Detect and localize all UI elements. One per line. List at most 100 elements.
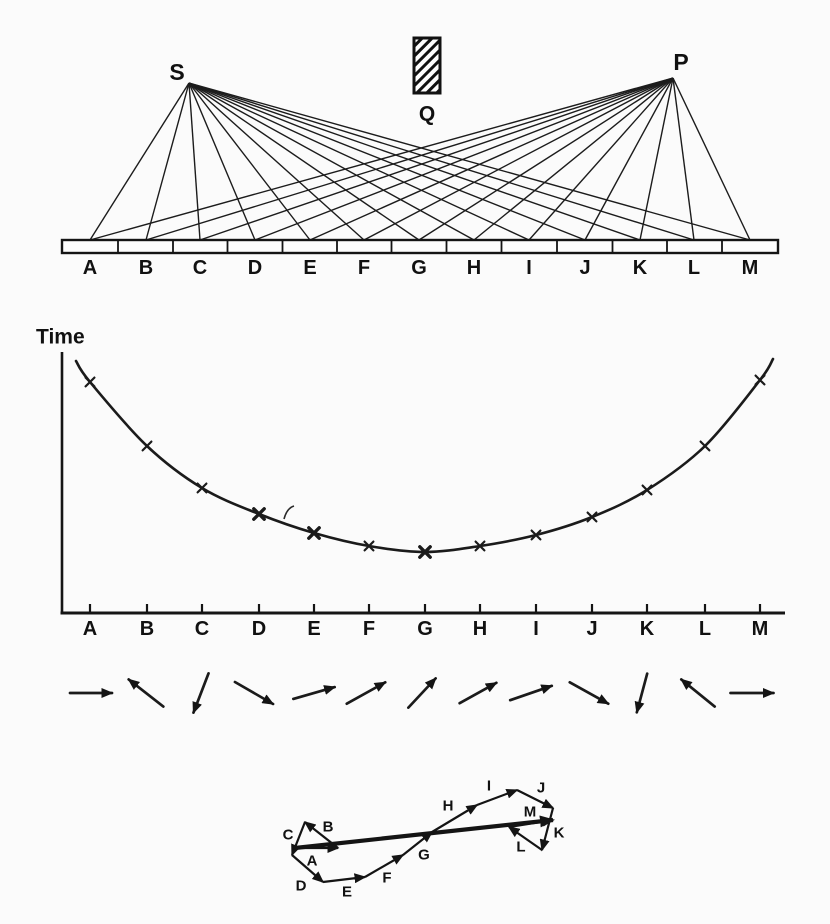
axis-letter-F: F	[363, 618, 375, 640]
ray-s-to-G	[188, 82, 420, 241]
mirror-letter-K: K	[633, 257, 648, 279]
time-marker-D	[252, 507, 266, 521]
phasor-arrow-I	[508, 684, 554, 702]
mirror-letter-L: L	[688, 257, 700, 279]
time-curve-x-markers	[84, 374, 766, 559]
ray-p-to-K	[639, 77, 674, 241]
mirror-letter-D: D	[248, 257, 262, 279]
mirror-letter-G: G	[411, 257, 427, 279]
ray-p-to-B	[145, 77, 674, 241]
opaque-block-q-hatching	[412, 36, 442, 95]
mirror-segment-dividers	[117, 240, 723, 253]
x-axis-ticks	[88, 604, 762, 615]
ray-p-to-F	[363, 77, 674, 241]
phasor-arrow-G	[407, 677, 437, 709]
phasor-segment-M	[508, 816, 555, 829]
time-marker-J	[586, 511, 598, 523]
label-source-s: S	[169, 59, 184, 85]
phasor-arrow-row	[68, 672, 775, 715]
ray-s-to-H	[188, 82, 475, 241]
sum-label-I: I	[487, 778, 491, 795]
sum-label-J: J	[537, 780, 545, 797]
time-marker-G	[418, 545, 432, 559]
phasor-segment-C	[290, 821, 307, 857]
mirror-bar: A B C D E F G H I J K L M	[60, 238, 780, 279]
ray-p-to-E	[309, 77, 674, 241]
ray-p-to-G	[418, 77, 674, 241]
sum-label-K: K	[554, 825, 565, 842]
sum-label-A: A	[307, 853, 318, 870]
ray-s-to-D	[188, 82, 256, 241]
sum-label-F: F	[382, 870, 391, 887]
phasor-arrow-B	[127, 678, 165, 708]
time-marker-I	[530, 529, 542, 541]
phasor-segment-L	[507, 826, 543, 851]
sum-label-M: M	[524, 804, 537, 821]
ray-s-to-A	[89, 82, 190, 241]
time-marker-L	[699, 440, 711, 452]
phasor-chain	[290, 788, 555, 884]
mirror-letter-F: F	[358, 257, 370, 279]
mirror-letter-C: C	[193, 257, 207, 279]
axis-letter-E: E	[307, 618, 320, 640]
ray-p-to-H	[473, 77, 674, 241]
ray-p-to-L	[672, 77, 695, 241]
phasor-segment-B	[303, 821, 339, 849]
ray-s-to-L	[188, 82, 695, 241]
phasor-segment-E	[322, 873, 367, 884]
phasor-segment-H	[431, 804, 479, 833]
phasor-segment-F	[364, 854, 405, 878]
ray-p-to-D	[254, 77, 674, 241]
time-curve	[74, 357, 775, 554]
time-marker-H	[474, 540, 486, 552]
axis-letter-M: M	[752, 618, 769, 640]
sum-label-C: C	[283, 827, 294, 844]
sum-label-E: E	[342, 884, 352, 901]
axis-letter-J: J	[586, 618, 597, 640]
label-block-q: Q	[419, 103, 435, 126]
time-marker-M	[754, 374, 766, 386]
ray-s-to-E	[188, 82, 311, 241]
mirror-segment-letters: A B C D E F G H I J K L M	[83, 257, 759, 279]
axis-letter-C: C	[195, 618, 209, 640]
phasor-arrow-J	[568, 680, 610, 706]
time-marker-A	[84, 376, 96, 388]
phasor-sum-diagram: AB C D E F G H I J K L M	[283, 778, 565, 901]
phasor-arrow-K	[634, 672, 649, 714]
ray-s-to-F	[188, 82, 365, 241]
ray-p-to-M	[672, 77, 751, 241]
mirror-bar-rect	[60, 238, 780, 255]
time-marker-F	[363, 540, 375, 552]
axis-letter-I: I	[533, 618, 539, 640]
mirror-letter-B: B	[139, 257, 153, 279]
sum-label-H: H	[443, 798, 454, 815]
ray-s-to-C	[188, 82, 201, 241]
sum-label-G: G	[418, 847, 430, 864]
phasor-arrow-H	[458, 681, 498, 705]
sum-label-D: D	[296, 878, 307, 895]
label-detector-p: P	[673, 49, 688, 75]
phasor-arrow-D	[233, 680, 275, 706]
mirror-letter-E: E	[303, 257, 316, 279]
x-axis-letters: A B C D E F G H I J K L M	[83, 618, 769, 640]
phasor-arrow-C	[192, 672, 210, 715]
time-graph: Time A B C D E F G H I J K L M	[36, 326, 785, 640]
ray-s-to-M	[188, 82, 751, 241]
ray-s-to-K	[188, 82, 641, 241]
time-marker-E	[307, 526, 321, 540]
mirror-letter-J: J	[579, 257, 590, 279]
ray-p-to-J	[584, 77, 674, 241]
ray-p-to-C	[199, 77, 674, 241]
time-marker-B	[141, 440, 153, 452]
mirror-letter-I: I	[526, 257, 532, 279]
light-ray-bundle	[89, 77, 751, 241]
sum-label-B: B	[323, 819, 334, 836]
ray-s-to-B	[145, 82, 190, 241]
y-axis-label-time: Time	[36, 326, 85, 349]
axis-letter-L: L	[699, 618, 711, 640]
ray-p-to-I	[528, 77, 674, 241]
phasor-segment-J	[516, 789, 555, 809]
sum-label-L: L	[516, 839, 525, 856]
